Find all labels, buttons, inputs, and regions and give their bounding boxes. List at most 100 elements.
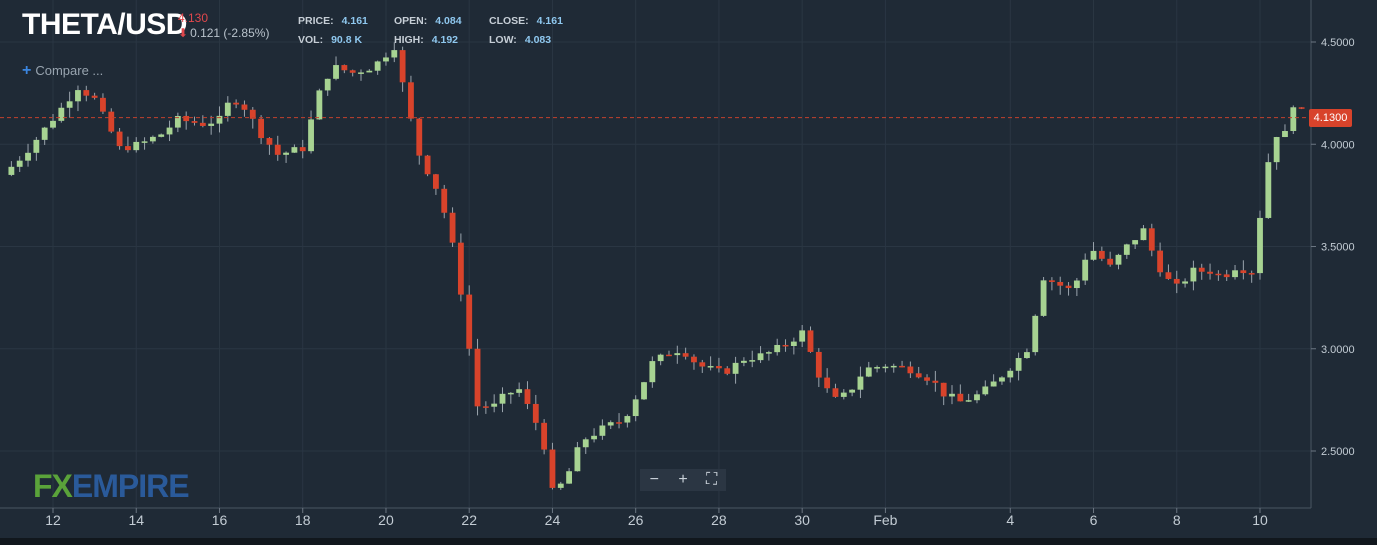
candle-down: [899, 365, 905, 368]
candle-down: [266, 138, 273, 145]
zoom-in-button[interactable]: +: [678, 471, 688, 488]
compare-button[interactable]: + Compare ...: [22, 62, 104, 79]
candle-down: [666, 354, 672, 357]
candle-down: [349, 70, 356, 73]
candle-down: [541, 422, 548, 450]
candle-down: [399, 50, 406, 83]
candle-down: [108, 111, 115, 132]
candle-up: [499, 393, 506, 404]
candle-up: [582, 439, 589, 448]
candle-down: [1215, 273, 1222, 276]
change-value: 0.121 (-2.85%): [190, 26, 270, 40]
y-tick-label: 4.0000: [1321, 139, 1355, 151]
candle-up: [1182, 281, 1188, 284]
candle-up: [33, 139, 40, 153]
candle-up: [133, 141, 140, 151]
price-stat: PRICE: 4.161: [298, 15, 368, 27]
x-tick-label: 4: [1006, 512, 1014, 528]
candle-up: [1115, 254, 1122, 265]
candle-up: [316, 90, 323, 120]
y-tick-label: 4.5000: [1321, 37, 1355, 49]
candle-up: [25, 152, 31, 161]
candle-up: [874, 367, 881, 369]
candle-down: [424, 155, 431, 175]
x-tick-label: 8: [1173, 512, 1181, 528]
candle-up: [1040, 280, 1047, 316]
candle-up: [174, 115, 181, 128]
candle-down: [932, 380, 939, 383]
x-tick-label: 24: [545, 512, 561, 528]
down-arrow-icon: ⬇: [178, 26, 189, 40]
candle-up: [491, 403, 498, 407]
candle-down: [1165, 272, 1172, 279]
candle-up: [641, 382, 647, 400]
candle-down: [716, 366, 722, 369]
candle-down: [474, 348, 481, 407]
candle-up: [999, 377, 1005, 382]
candle-up: [1123, 244, 1130, 255]
candle-down: [1148, 228, 1155, 251]
zoom-out-button[interactable]: −: [649, 471, 659, 488]
candle-down: [482, 406, 489, 408]
candle-down: [691, 356, 697, 363]
candle-down: [1198, 267, 1205, 272]
y-tick-label: 3.0000: [1321, 344, 1355, 356]
candle-up: [308, 119, 314, 152]
candle-down: [258, 118, 265, 139]
high-stat: HIGH: 4.192: [394, 34, 459, 46]
candle-up: [857, 376, 864, 390]
candle-down: [915, 373, 922, 378]
candle-down: [125, 146, 131, 151]
candle-down: [832, 388, 839, 397]
candle-up: [16, 160, 23, 167]
open-stat: OPEN: 4.084: [394, 15, 462, 27]
plus-icon: +: [22, 62, 32, 79]
candle-down: [233, 102, 240, 105]
y-tick-label: 3.5000: [1321, 242, 1355, 254]
x-tick-label: 14: [128, 512, 144, 528]
candle-down: [532, 403, 539, 423]
x-tick-label: 16: [212, 512, 228, 528]
candle-down: [299, 147, 306, 152]
x-tick-label: 28: [711, 512, 727, 528]
bottom-bar: [0, 538, 1377, 545]
candle-down: [183, 115, 190, 122]
candle-up: [1073, 280, 1080, 289]
candle-down: [699, 362, 706, 367]
candle-up: [391, 50, 398, 58]
candle-down: [191, 121, 198, 123]
candle-down: [549, 449, 556, 488]
candle-up: [1024, 352, 1030, 359]
candle-up: [516, 389, 523, 393]
candle-up: [291, 147, 298, 153]
x-tick-label: 22: [461, 512, 477, 528]
candle-up: [865, 367, 872, 377]
candle-up: [216, 115, 223, 124]
x-tick-label: 10: [1252, 512, 1268, 528]
candle-down: [807, 330, 814, 352]
candle-up: [208, 123, 215, 126]
candle-up: [557, 483, 564, 488]
candle-up: [1007, 370, 1014, 378]
candle-down: [957, 393, 964, 402]
candle-up: [790, 341, 797, 347]
candle-down: [466, 294, 473, 349]
candle-up: [66, 101, 73, 108]
candle-up: [8, 166, 15, 175]
candle-down: [1248, 273, 1255, 275]
candle-down: [199, 122, 206, 126]
candle-down: [116, 131, 123, 147]
candle-up: [75, 90, 81, 102]
candle-up: [50, 120, 56, 128]
vol-stat: VOL: 90.8 K: [298, 34, 363, 46]
candle-up: [632, 399, 639, 417]
candle-up: [982, 386, 989, 395]
low-stat: LOW: 4.083: [489, 34, 552, 46]
candle-down: [341, 65, 348, 71]
fit-screen-icon[interactable]: ⛶: [706, 471, 718, 488]
candle-down: [441, 188, 448, 213]
candle-up: [799, 330, 806, 342]
candle-down: [1240, 270, 1247, 274]
candle-up: [158, 134, 165, 137]
